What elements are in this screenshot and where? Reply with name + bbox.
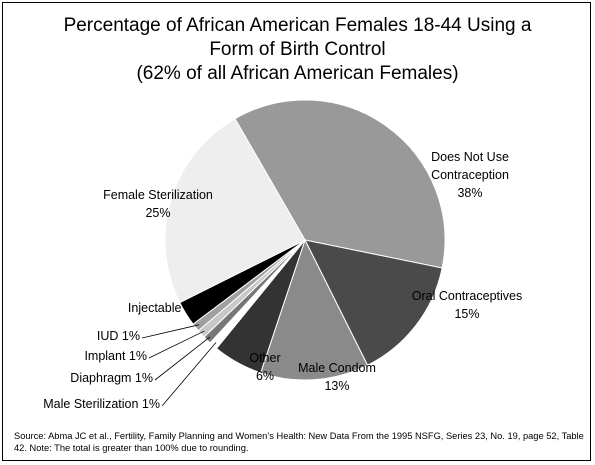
value-label: 1% <box>121 329 140 343</box>
frame <box>2 2 591 461</box>
value-label: 13% <box>324 379 350 393</box>
slice-label: Implant 1% <box>84 347 147 365</box>
value-label: 25% <box>145 206 171 220</box>
pie-slice <box>164 118 306 304</box>
slice-label: Male Condom 13% <box>277 359 397 395</box>
value-label: 6% <box>255 369 275 383</box>
pie-slice <box>304 239 443 366</box>
leader-line <box>154 336 211 381</box>
source-note: Source: Abma JC et al., Fertility, Famil… <box>14 431 584 453</box>
slice-label: IUD 1% <box>97 327 140 345</box>
pie-slice <box>260 238 369 381</box>
category-label: Diaphragm <box>70 371 132 385</box>
value-label: 1% <box>134 371 153 385</box>
category-label: Does Not Use Contraception <box>431 150 509 182</box>
leader-line <box>161 342 217 407</box>
pie-slice <box>234 99 446 269</box>
category-label: IUD <box>96 329 119 343</box>
category-label: Injectable <box>127 301 182 315</box>
category-label: Male Sterilization <box>43 397 139 411</box>
category-label: Oral Contraceptives <box>411 289 523 303</box>
category-label: Female Sterilization <box>103 188 213 202</box>
value-label: 3% <box>184 301 203 315</box>
slice-label: Injectable 3% <box>128 299 203 317</box>
value-label: 1% <box>128 349 147 363</box>
category-label: Male Condom <box>298 361 376 375</box>
slice-label: Diaphragm 1% <box>70 369 153 387</box>
slice-label: Male Sterilization 1% <box>43 395 160 413</box>
slice-label: Oral Contraceptives 15% <box>407 287 527 323</box>
slice-label: Does Not Use Contraception 38% <box>410 148 530 202</box>
category-label: Implant <box>84 349 126 363</box>
value-label: 1% <box>141 397 160 411</box>
category-label: Other <box>249 351 281 365</box>
slice-label: Female Sterilization 25% <box>98 186 218 222</box>
leader-line <box>141 324 200 339</box>
slice-label: Other 6% <box>205 349 325 385</box>
leader-line <box>148 330 205 359</box>
chart-title: Percentage of African American Females 1… <box>63 15 532 60</box>
value-label: 38% <box>457 186 483 200</box>
chart-subtitle: (62% of all African American Females) <box>136 63 459 84</box>
value-label: 15% <box>454 307 480 321</box>
